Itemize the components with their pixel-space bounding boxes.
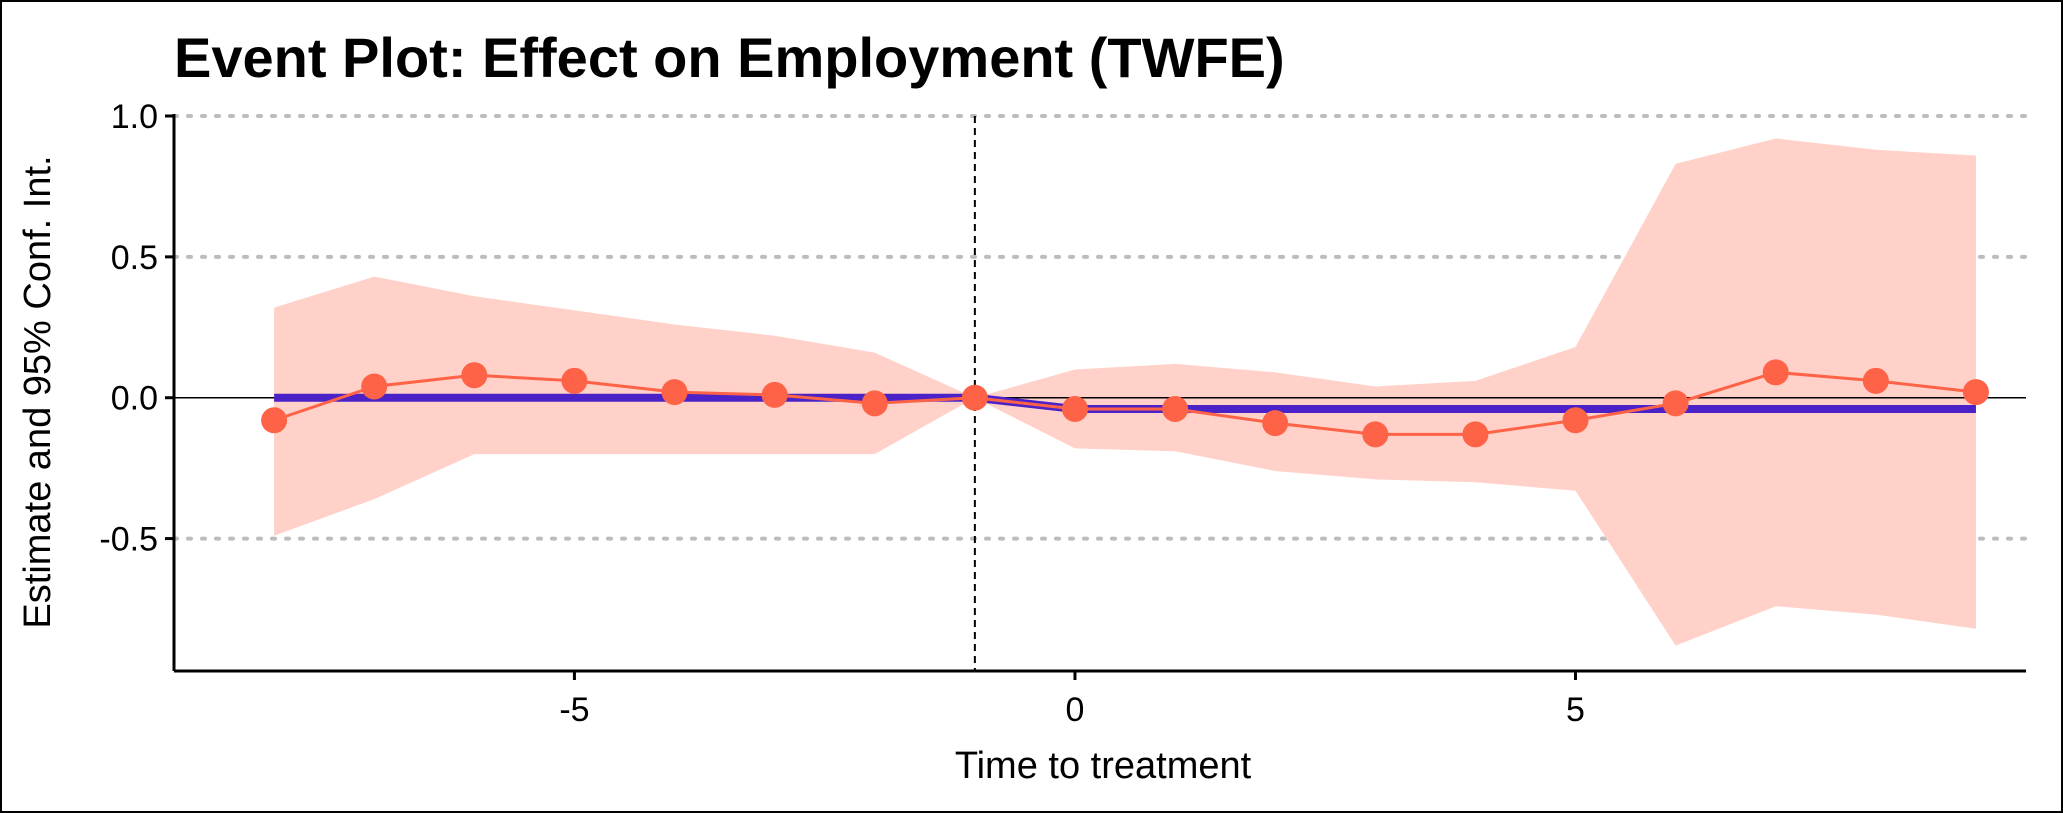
x-tick-label: 5 bbox=[1566, 691, 1585, 729]
estimate-point bbox=[661, 379, 688, 406]
y-tick-label: 0.5 bbox=[111, 239, 158, 277]
estimate-line bbox=[273, 370, 1977, 436]
estimate-point bbox=[1362, 421, 1389, 448]
x-tick-label: 0 bbox=[1066, 691, 1085, 729]
estimate-point bbox=[861, 390, 888, 417]
chart-title: Event Plot: Effect on Employment (TWFE) bbox=[174, 26, 1285, 89]
tick-labels: 1.0 0.5 0.0 -0.5 -5 0 5 bbox=[99, 98, 1585, 729]
estimate-point bbox=[961, 384, 988, 411]
estimate-point bbox=[261, 407, 288, 434]
estimate-point bbox=[1462, 421, 1489, 448]
estimate-point bbox=[461, 362, 488, 389]
y-axis-label: Estimate and 95% Conf. Int. bbox=[17, 155, 59, 628]
y-tick-label: -0.5 bbox=[99, 521, 158, 559]
estimate-point bbox=[1762, 359, 1789, 386]
estimate-point bbox=[1862, 367, 1889, 394]
estimate-point bbox=[1662, 390, 1689, 417]
estimate-point bbox=[1262, 410, 1289, 437]
estimate-point bbox=[1061, 395, 1088, 422]
axes bbox=[165, 114, 2026, 680]
y-tick-label: 0.0 bbox=[111, 380, 158, 418]
confidence-bands bbox=[274, 138, 1976, 646]
x-tick-label: -5 bbox=[559, 691, 589, 729]
estimate-point bbox=[1562, 407, 1589, 434]
confidence-band bbox=[274, 138, 1976, 646]
estimate-point bbox=[561, 367, 588, 394]
x-axis-label: Time to treatment bbox=[955, 745, 1252, 787]
estimate-point bbox=[761, 381, 788, 408]
estimate-point bbox=[361, 373, 388, 400]
estimate-point bbox=[1162, 395, 1189, 422]
estimate-point bbox=[1962, 379, 1989, 406]
series-lines bbox=[273, 370, 1977, 436]
data-points bbox=[261, 359, 1989, 448]
y-tick-label: 1.0 bbox=[111, 98, 158, 136]
